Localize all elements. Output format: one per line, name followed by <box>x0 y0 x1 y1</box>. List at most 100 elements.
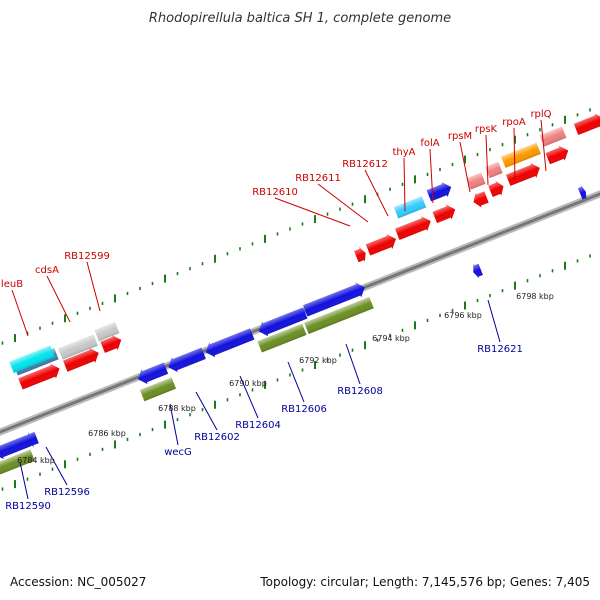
gene-arrow[interactable] <box>100 332 124 354</box>
gene-label-bottom[interactable]: RB12602 <box>194 432 240 443</box>
gene-label-leader <box>86 261 101 312</box>
gene-label-bottom[interactable]: RB12590 <box>5 501 51 512</box>
gene-block[interactable] <box>139 377 177 402</box>
gene-label-top[interactable]: RB12612 <box>342 159 388 170</box>
gene-highlight <box>578 185 587 200</box>
gene-label-bottom[interactable]: RB12621 <box>477 344 523 355</box>
gene-label-leader <box>274 197 351 227</box>
gene-label-top[interactable]: RB12610 <box>252 187 298 198</box>
gene-highlight <box>539 126 567 147</box>
gene-arrow[interactable] <box>426 180 454 204</box>
gene-arrow[interactable] <box>577 184 588 201</box>
gene-block[interactable] <box>304 297 374 334</box>
gene-arrow[interactable] <box>505 160 543 187</box>
scale-label: 6798 kbp <box>516 292 554 301</box>
gene-arrow[interactable] <box>62 345 101 373</box>
gene-label-top[interactable]: rpsK <box>475 124 498 135</box>
gene-label-leader <box>485 134 489 186</box>
gene-block[interactable] <box>501 142 541 168</box>
gene-block[interactable] <box>485 161 503 179</box>
gene-label-leader <box>403 157 406 212</box>
gene-arrow[interactable] <box>471 190 490 210</box>
scale-ticks <box>1 108 591 491</box>
gene-highlight <box>18 363 60 390</box>
gene-highlight <box>205 328 255 358</box>
gene-highlight <box>257 323 307 353</box>
gene-highlight <box>395 216 431 240</box>
gene-block[interactable] <box>9 345 55 374</box>
gene-arrow[interactable] <box>135 361 169 387</box>
gene-block[interactable] <box>466 172 486 190</box>
gene-label-leader <box>364 169 389 217</box>
gene-label-top[interactable]: RB12611 <box>295 173 341 184</box>
gene-highlight <box>545 145 569 165</box>
gene-arrow[interactable] <box>302 280 367 318</box>
gene-label-leader <box>540 119 547 172</box>
gene-label-leader <box>45 446 68 486</box>
gene-label-top[interactable]: folA <box>420 138 439 149</box>
scale-label: 6788 kbp <box>158 404 196 413</box>
gene-highlight <box>426 182 452 202</box>
gene-highlight <box>0 434 32 460</box>
gene-arrow[interactable] <box>203 327 255 360</box>
scale-labels: 6784 kbp 6786 kbp 6788 kbp 6790 kbp 6792 kbp… <box>17 292 554 465</box>
gene-highlight <box>488 180 504 197</box>
gene-arrow[interactable] <box>24 430 39 449</box>
gene-label-bottom[interactable]: RB12608 <box>337 386 383 397</box>
gene-block[interactable] <box>94 321 120 342</box>
gene-highlight <box>501 142 541 168</box>
gene-arrow[interactable] <box>545 143 571 166</box>
scale-label: 6796 kbp <box>444 311 482 320</box>
gene-label-leader <box>19 461 29 500</box>
gene-label-bottom[interactable]: wecG <box>164 447 192 458</box>
gene-highlight <box>58 334 98 360</box>
scale-label: 6786 kbp <box>88 429 126 438</box>
gene-arrow[interactable] <box>394 214 433 242</box>
gene-arrow[interactable] <box>353 246 368 265</box>
gene-highlight <box>0 449 35 476</box>
gene-highlight <box>485 161 503 179</box>
gene-highlight <box>304 297 374 334</box>
gene-arrow[interactable] <box>573 111 600 137</box>
gene-label-bottom[interactable]: RB12596 <box>44 487 90 498</box>
gene-label-top[interactable]: rplQ <box>530 109 551 120</box>
gene-block[interactable] <box>393 196 427 219</box>
gene-label-top[interactable]: rpoA <box>502 117 526 128</box>
gene-label-top[interactable]: cdsA <box>35 265 59 276</box>
gene-arrow[interactable] <box>470 262 483 280</box>
gene-arrow[interactable] <box>165 346 206 375</box>
gene-arrow[interactable] <box>18 361 63 391</box>
gene-label-top[interactable]: leuB <box>1 279 23 290</box>
gene-highlight <box>27 431 39 448</box>
gene-block[interactable] <box>58 334 98 360</box>
gene-highlight <box>432 204 456 224</box>
gene-label-leader <box>487 299 501 343</box>
gene-label-leader <box>239 375 259 419</box>
gene-highlight <box>139 377 177 402</box>
gene-highlight <box>100 335 122 353</box>
gene-block[interactable] <box>0 449 35 476</box>
gene-label-leader <box>345 343 361 385</box>
gene-highlight <box>473 191 489 208</box>
gene-block[interactable] <box>257 323 307 353</box>
gene-arrow[interactable] <box>488 179 507 199</box>
gene-label-top[interactable]: RB12599 <box>64 251 110 262</box>
gene-label-bottom[interactable]: RB12606 <box>281 404 327 415</box>
label-leaders <box>11 119 547 500</box>
gene-arrow[interactable] <box>365 231 399 257</box>
gene-label-top[interactable]: thyA <box>392 147 415 158</box>
gene-label-leader <box>11 289 29 337</box>
gene-label-top[interactable]: rpsM <box>448 131 472 142</box>
gene-arrow[interactable] <box>256 306 308 339</box>
gene-arrow[interactable] <box>432 202 458 225</box>
gene-arrow[interactable] <box>0 433 33 462</box>
gene-highlight <box>94 321 120 342</box>
gene-highlight <box>303 282 365 317</box>
scale-label: 6792 kbp <box>299 356 337 365</box>
scale-label: 6794 kbp <box>372 334 410 343</box>
gene-block[interactable] <box>539 126 567 147</box>
gene-label-bottom[interactable]: RB12604 <box>235 420 281 431</box>
